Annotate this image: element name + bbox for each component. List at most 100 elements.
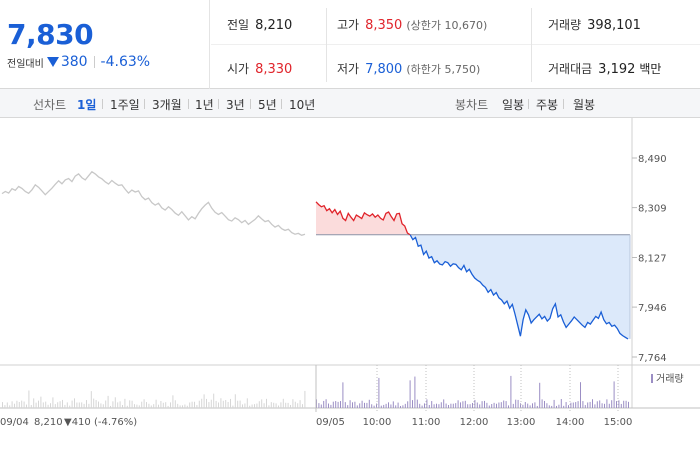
chart-tabs: 선차트 1일 1주일 3개월 1년 3년 5년 10년 봉차트 일봉 주봉 월봉 — [0, 89, 700, 118]
prev-volume-bar — [23, 401, 25, 408]
price-chart: 8,490 8,309 8,127 7,946 7,764 거래량 09/05 10:00… — [0, 118, 700, 428]
volume-bar — [613, 381, 615, 408]
prev-volume-bar — [278, 405, 279, 408]
volume-bar — [522, 404, 524, 408]
high-price: 고가 8,350 (상한가 10,670) — [337, 16, 487, 33]
x-tick-label: 09/05 — [316, 417, 345, 428]
prev-volume-bar — [59, 401, 61, 408]
volume-bar — [625, 400, 627, 408]
prev-volume-bar — [33, 398, 35, 408]
volume-bar — [546, 403, 548, 408]
prev-volume-bar — [218, 402, 219, 408]
volume-bar — [395, 405, 397, 408]
volume-bar — [558, 404, 560, 408]
prev-volume-bar — [122, 404, 123, 408]
x-tick-label: 10:00 — [363, 417, 392, 428]
volume-bar — [342, 382, 344, 408]
volume-bar — [340, 401, 341, 408]
volume-bar — [491, 404, 493, 408]
prev-volume-bar — [266, 398, 267, 408]
prev-volume-bar — [6, 402, 8, 408]
volume-bar — [488, 405, 490, 408]
volume-bar — [500, 402, 502, 408]
prev-volume-bar — [83, 403, 85, 408]
tab-3y[interactable]: 3년 — [226, 98, 245, 112]
prev-volume-bar — [124, 398, 126, 408]
divider — [211, 44, 700, 45]
volume-bar — [568, 405, 569, 408]
prev-volume-bar — [220, 398, 222, 408]
tab-monthly-candle[interactable]: 월봉 — [573, 98, 596, 112]
volume-bar — [433, 404, 435, 408]
tab-1d[interactable]: 1일 — [77, 98, 97, 112]
y-tick-label: 8,490 — [638, 154, 667, 165]
volume-bar — [452, 403, 454, 408]
volume-bar — [484, 400, 485, 408]
prev-volume-bar — [50, 403, 51, 408]
volume-bar — [397, 402, 399, 408]
divider — [102, 99, 103, 109]
prev-volume-bar — [179, 405, 181, 408]
prev-volume-bar — [246, 398, 248, 408]
prev-volume-bar — [297, 403, 299, 408]
amount-label: 거래대금 — [548, 62, 593, 76]
volume-bar — [330, 404, 332, 408]
prev-volume-bar — [239, 400, 241, 408]
tab-daily-candle[interactable]: 일봉 — [502, 98, 525, 112]
volume-bar — [416, 399, 418, 408]
prev-volume-bar — [292, 399, 294, 408]
prev-volume-bar — [114, 397, 116, 408]
volume-bar — [320, 404, 322, 408]
prev-volume-bar — [42, 402, 44, 408]
prev-volume-bar — [14, 403, 15, 408]
prev-volume-bar — [30, 405, 32, 408]
volume-bar — [510, 375, 512, 408]
prev-volume-bar — [95, 400, 97, 408]
prev-day-close: 8,210 — [34, 417, 63, 428]
tab-weekly-candle[interactable]: 주봉 — [536, 98, 559, 112]
prev-volume-bar — [76, 402, 78, 408]
prev-volume-bar — [148, 403, 150, 408]
volume-bar — [563, 405, 565, 408]
prev-volume-bar — [285, 402, 287, 408]
volume-bar — [469, 404, 471, 408]
volume-bar — [481, 401, 483, 408]
prev-volume-bar — [136, 404, 138, 408]
volume-bar — [599, 400, 601, 408]
divider — [563, 99, 564, 109]
prev-volume-bar — [74, 398, 75, 408]
prev-volume-bar — [119, 401, 121, 408]
volume-label: 거래량 — [548, 18, 582, 32]
volume-bar — [448, 404, 449, 408]
prev-volume-bar — [196, 405, 198, 408]
tab-1w[interactable]: 1주일 — [110, 98, 140, 112]
prev-volume-bar — [52, 397, 54, 408]
prev-volume-bar — [263, 403, 265, 408]
prev-volume-bar — [273, 402, 275, 408]
tab-1y[interactable]: 1년 — [195, 98, 214, 112]
tab-5y[interactable]: 5년 — [258, 98, 277, 112]
volume-bar — [462, 401, 464, 408]
prev-volume-bar — [100, 403, 102, 408]
volume-bar — [378, 377, 380, 408]
prev-volume-bar — [254, 404, 255, 408]
volume-bar — [440, 402, 442, 408]
volume-bar — [467, 404, 469, 408]
volume-bar — [618, 400, 620, 408]
volume-bar — [628, 401, 629, 408]
volume-bar — [517, 399, 519, 408]
volume-bar — [455, 403, 457, 408]
volume-bar — [592, 399, 593, 408]
prev-volume-bar — [93, 398, 95, 408]
volume-bar — [544, 400, 545, 408]
volume-bar — [479, 404, 481, 408]
tab-10y[interactable]: 10년 — [289, 98, 316, 112]
prev-volume-bar — [225, 399, 227, 408]
volume-bar — [407, 401, 409, 408]
volume-bar — [551, 405, 553, 408]
down-arrow-icon — [46, 57, 59, 67]
prev-volume-bar — [66, 402, 68, 408]
volume-value: 398,101 — [587, 18, 641, 33]
tab-3m[interactable]: 3개월 — [152, 98, 182, 112]
prev-volume-bar — [210, 399, 212, 408]
